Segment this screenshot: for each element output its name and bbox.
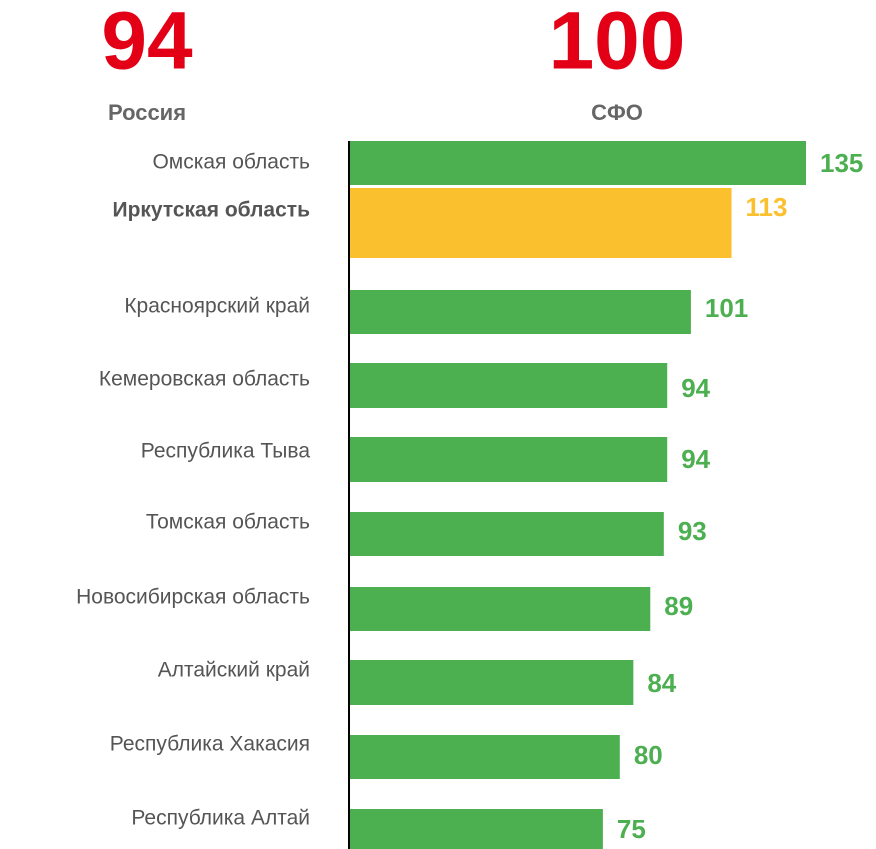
category-label: Красноярский край	[124, 295, 310, 318]
value-label: 93	[678, 516, 707, 546]
category-label: Томская область	[146, 511, 310, 534]
bar	[349, 512, 664, 556]
bar	[349, 363, 668, 408]
summary-value: 94	[101, 0, 193, 87]
bar	[349, 188, 732, 258]
value-label: 94	[681, 444, 710, 474]
value-label: 84	[647, 668, 676, 698]
value-label: 89	[664, 591, 693, 621]
bar	[349, 735, 620, 779]
category-label: Республика Хакасия	[110, 733, 310, 756]
category-label: Новосибирская область	[76, 586, 310, 609]
bar	[349, 809, 603, 849]
bar	[349, 587, 651, 631]
value-label: 80	[634, 740, 663, 770]
value-label: 101	[705, 293, 748, 323]
category-label: Алтайский край	[158, 659, 310, 682]
value-label: 94	[681, 373, 710, 403]
category-label: Республика Тыва	[141, 440, 311, 463]
category-label: Кемеровская область	[99, 368, 310, 391]
category-label: Республика Алтай	[131, 807, 310, 830]
bar	[349, 141, 806, 185]
category-label: Омская область	[152, 151, 310, 174]
summary-label: Россия	[108, 100, 186, 125]
value-label: 135	[820, 148, 863, 178]
value-label: 113	[746, 192, 788, 222]
summary-label: СФО	[591, 100, 643, 125]
summary-value: 100	[549, 0, 686, 87]
bar	[349, 437, 668, 482]
bar	[349, 660, 634, 705]
value-label: 75	[617, 814, 646, 844]
category-label: Иркутская область	[112, 199, 310, 222]
bar	[349, 290, 691, 334]
